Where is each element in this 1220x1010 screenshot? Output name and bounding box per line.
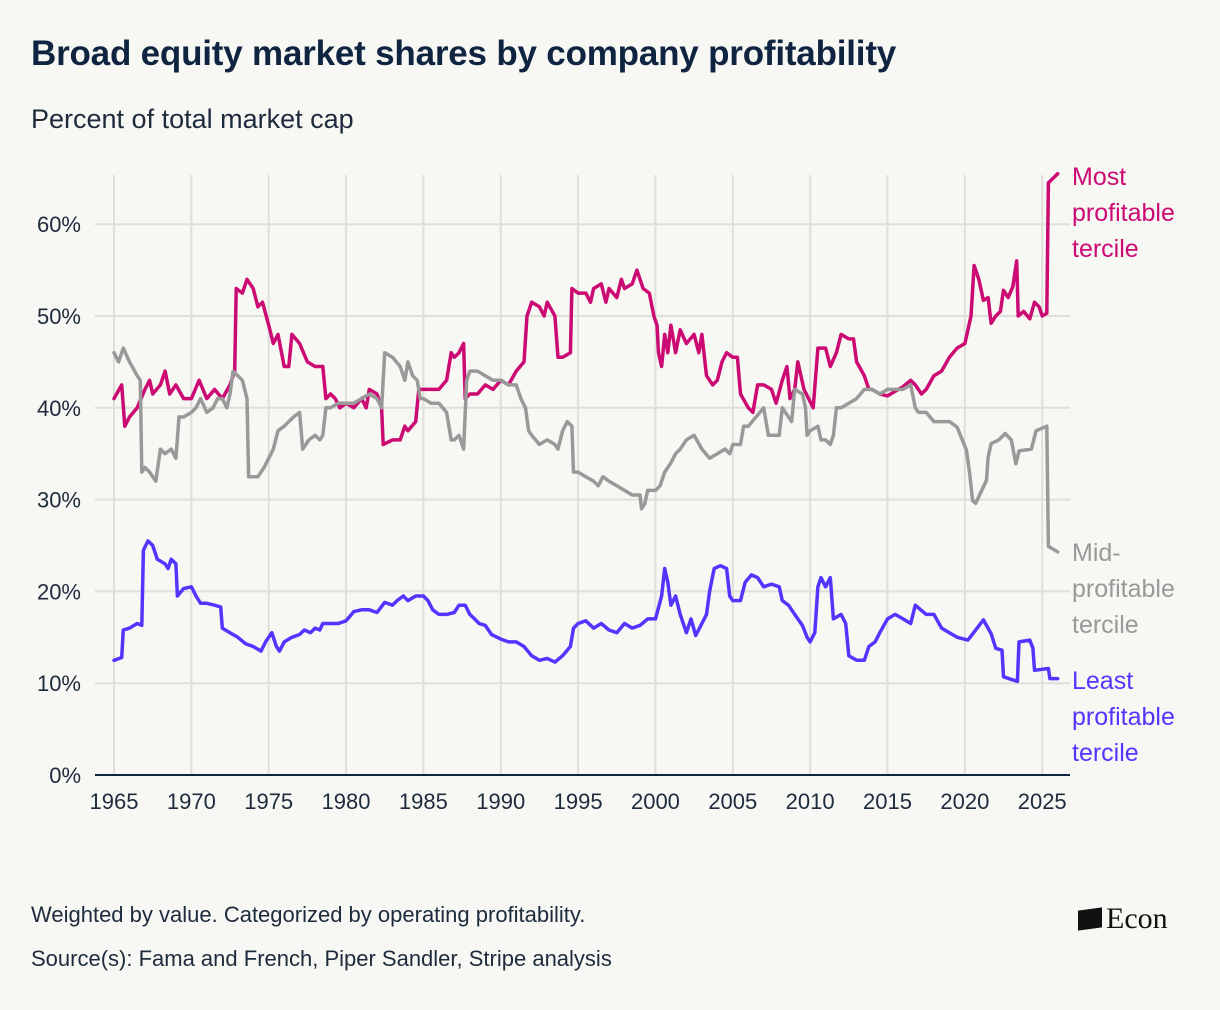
series-label-line: Mid- xyxy=(1072,539,1121,567)
econ-logo: Econ xyxy=(1078,902,1168,936)
series-line-most xyxy=(112,171,1060,447)
series-label-line: Most xyxy=(1072,163,1127,191)
series-label-line: tercile xyxy=(1072,611,1139,639)
x-tick-label: 2015 xyxy=(863,789,912,814)
source-note: Source(s): Fama and French, Piper Sandle… xyxy=(31,946,612,971)
chart-title: Broad equity market shares by company pr… xyxy=(31,34,897,73)
y-tick-label: 50% xyxy=(37,304,81,329)
series-label-least: Least profitable tercile xyxy=(1072,663,1175,771)
x-tick-label: 1980 xyxy=(322,789,371,814)
series-label-line: profitable xyxy=(1072,575,1175,603)
logo-text: Econ xyxy=(1106,902,1168,935)
series-label-line: profitable xyxy=(1072,703,1175,731)
series-label-line: profitable xyxy=(1072,199,1175,227)
y-tick-label: 20% xyxy=(37,579,81,604)
series-line-mid xyxy=(112,346,1060,554)
x-tick-label: 1995 xyxy=(554,789,603,814)
x-tick-label: 2025 xyxy=(1018,789,1067,814)
y-tick-label: 40% xyxy=(37,396,81,421)
chart-subtitle: Percent of total market cap xyxy=(31,104,354,134)
series-label-line: Least xyxy=(1072,667,1134,695)
logo-mark-icon xyxy=(1078,907,1102,931)
x-tick-label: 1975 xyxy=(244,789,293,814)
y-tick-label: 30% xyxy=(37,488,81,513)
series-label-most: Most profitable tercile xyxy=(1072,159,1175,267)
y-tick-label: 60% xyxy=(37,212,81,237)
x-tick-label: 1970 xyxy=(167,789,216,814)
series-label-line: tercile xyxy=(1072,739,1139,767)
series-line-least xyxy=(112,539,1060,684)
series-label-mid: Mid- profitable tercile xyxy=(1072,535,1175,643)
y-tick-label: 0% xyxy=(49,763,81,788)
x-tick-label: 2020 xyxy=(940,789,989,814)
x-tick-label: 2005 xyxy=(708,789,757,814)
x-tick-label: 2000 xyxy=(631,789,680,814)
series-label-line: tercile xyxy=(1072,235,1139,263)
x-tick-label: 2010 xyxy=(786,789,835,814)
x-tick-label: 1985 xyxy=(399,789,448,814)
x-tick-label: 1965 xyxy=(90,789,139,814)
footnote: Weighted by value. Categorized by operat… xyxy=(31,902,586,927)
x-tick-label: 1990 xyxy=(476,789,525,814)
y-tick-label: 10% xyxy=(37,671,81,696)
